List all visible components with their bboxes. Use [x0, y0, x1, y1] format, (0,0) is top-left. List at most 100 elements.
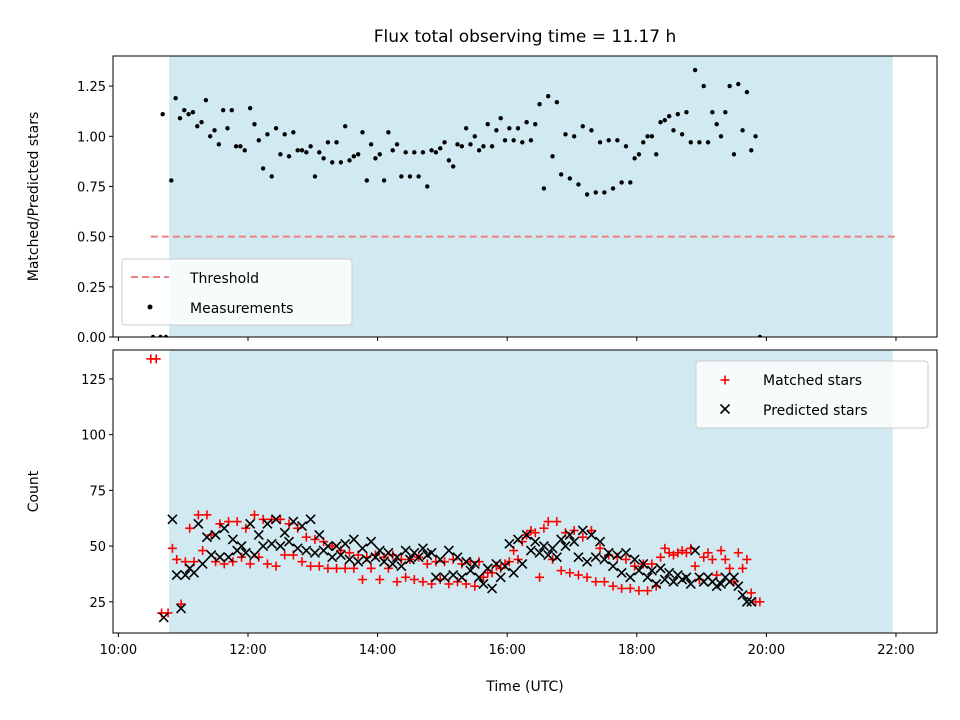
measurement-point: [169, 178, 174, 183]
measurement-point: [278, 152, 283, 157]
x-stroke: [620, 547, 632, 558]
measurement-point: [459, 144, 465, 149]
x-stroke: [465, 565, 476, 576]
matched-point: [535, 572, 545, 582]
x-stroke: [681, 572, 692, 583]
predicted-point: [279, 527, 290, 538]
measurement-point: [520, 140, 525, 145]
measurement-point: [636, 152, 642, 157]
x-stroke: [197, 558, 208, 569]
matched-point: [366, 563, 376, 573]
matched-point: [681, 548, 691, 558]
measurement-point: [195, 124, 200, 129]
predicted-point: [396, 561, 407, 572]
measurement-point: [727, 83, 732, 89]
predicted-point: [560, 541, 571, 552]
series-predicted-stars: [158, 514, 757, 623]
predicted-point: [603, 547, 614, 558]
measurement-point: [381, 178, 387, 183]
predicted-point: [646, 565, 657, 576]
predicted-point: [357, 543, 368, 554]
predicted-point: [577, 525, 588, 536]
matched-point: [172, 554, 182, 564]
predicted-point: [175, 603, 187, 614]
x-stroke: [219, 523, 230, 534]
y-axis-label: Count: [26, 470, 42, 512]
measurement-point: [203, 97, 209, 103]
matched-point: [707, 554, 717, 564]
plot-area-bottom: [146, 354, 765, 623]
x-stroke: [370, 552, 381, 563]
matched-point: [357, 575, 367, 585]
x-stroke: [249, 549, 260, 561]
predicted-point: [573, 552, 584, 563]
x-stroke: [521, 529, 532, 541]
measurement-point: [399, 174, 404, 179]
matched-point: [738, 563, 748, 573]
predicted-point: [668, 576, 679, 587]
measurement-point: [295, 148, 300, 153]
measurement-point: [463, 126, 469, 131]
measurement-point: [584, 192, 590, 197]
x-axis-label: Time (UTC): [485, 679, 563, 695]
x-stroke: [193, 518, 204, 529]
matched-point: [280, 550, 290, 560]
x-stroke: [227, 534, 238, 545]
measurement-point: [338, 160, 344, 165]
matched-point: [176, 599, 186, 609]
predicted-point: [469, 558, 480, 569]
measurement-point: [442, 140, 447, 145]
x-stroke: [456, 572, 467, 583]
matched-point: [327, 541, 337, 551]
y-tick-label: 50: [89, 540, 106, 555]
measurement-point: [515, 126, 521, 131]
predicted-point: [728, 572, 740, 583]
y-tick-label: 1.25: [77, 80, 106, 95]
x-stroke: [599, 554, 610, 565]
predicted-point: [387, 558, 398, 569]
x-stroke: [530, 536, 541, 547]
predicted-point: [374, 545, 385, 556]
x-stroke: [577, 525, 588, 536]
x-stroke: [417, 543, 429, 554]
predicted-point: [400, 545, 411, 556]
predicted-point: [210, 529, 221, 541]
predicted-point: [625, 572, 636, 583]
x-stroke: [327, 552, 338, 563]
matched-point: [716, 546, 726, 556]
x-stroke: [158, 612, 169, 623]
predicted-point: [474, 572, 485, 583]
x-stroke: [646, 565, 657, 576]
matched-point: [543, 517, 553, 527]
matched-point: [586, 525, 596, 535]
x-stroke: [309, 547, 321, 558]
x-stroke: [525, 545, 537, 556]
x-stroke: [443, 545, 454, 556]
measurement-point: [186, 112, 191, 117]
measurement-point: [550, 154, 555, 159]
predicted-point: [715, 578, 727, 590]
measurement-point: [233, 144, 239, 149]
measurement-point: [658, 120, 663, 125]
measurement-point: [524, 120, 529, 125]
matched-point: [608, 581, 618, 591]
measurement-point: [225, 126, 230, 131]
x-stroke: [612, 549, 623, 561]
measurement-point: [675, 112, 681, 117]
measurement-point: [308, 144, 313, 149]
measurement-point: [273, 126, 279, 131]
predicted-point: [659, 574, 670, 585]
x-tick-label: 22:00: [877, 643, 914, 658]
x-stroke: [655, 563, 666, 574]
x-stroke: [495, 572, 506, 583]
measurement-point: [714, 122, 719, 127]
predicted-point: [417, 543, 429, 554]
measurement-point: [216, 142, 222, 147]
measurement-point: [723, 110, 728, 115]
x-stroke: [383, 547, 394, 558]
measurement-point: [321, 156, 326, 161]
predicted-point: [171, 569, 182, 581]
measurement-point: [347, 158, 352, 163]
measurement-point: [537, 101, 542, 107]
x-stroke: [214, 552, 225, 563]
